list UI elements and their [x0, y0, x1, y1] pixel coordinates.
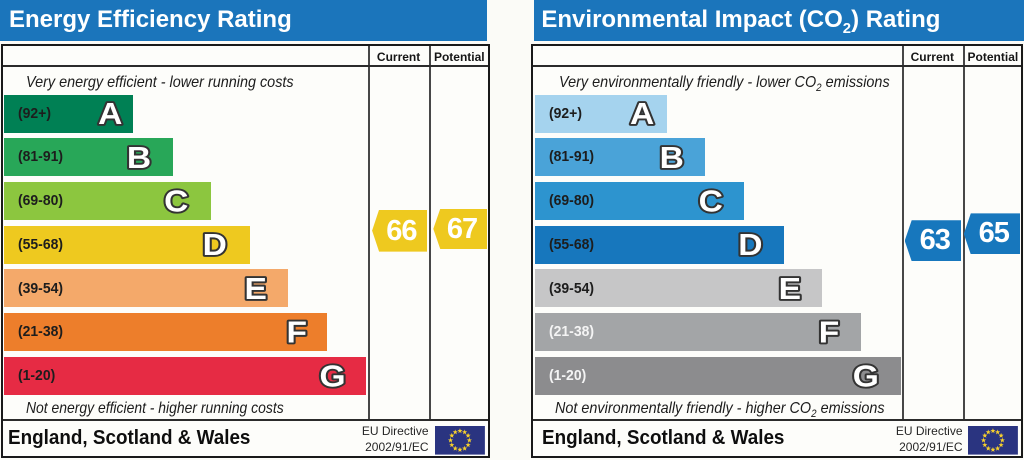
svg-text:B: B — [127, 140, 151, 174]
svg-text:A: A — [98, 97, 122, 131]
svg-text:G: G — [853, 359, 879, 393]
svg-text:G: G — [320, 359, 346, 393]
svg-text:B: B — [660, 140, 684, 174]
svg-text:D: D — [738, 228, 762, 262]
svg-text:F: F — [819, 315, 839, 349]
svg-text:A: A — [630, 97, 654, 131]
svg-text:E: E — [245, 271, 267, 305]
svg-text:E: E — [779, 271, 801, 305]
svg-text:C: C — [164, 184, 188, 218]
svg-text:F: F — [287, 315, 307, 349]
svg-text:C: C — [699, 184, 723, 218]
svg-text:D: D — [203, 228, 227, 262]
